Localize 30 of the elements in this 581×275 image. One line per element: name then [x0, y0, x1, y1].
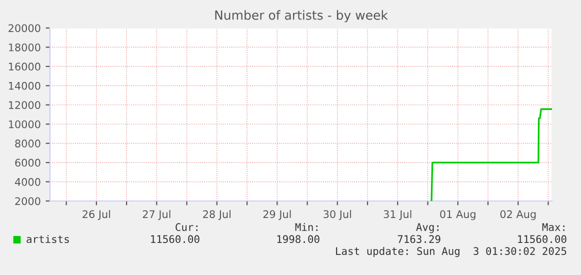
x-tick-label: 28 Jul — [203, 210, 231, 220]
y-tick-label: 8000 — [15, 140, 40, 148]
y-tick-label: 18000 — [8, 43, 40, 52]
y-tick-label: 2000 — [15, 197, 40, 206]
x-tick-label: 01 Aug — [440, 210, 476, 220]
legend-label: artists — [26, 234, 69, 244]
text: Min: — [295, 222, 318, 231]
x-tick-label: 26 Jul — [82, 210, 110, 220]
text: 7163.29 — [398, 235, 440, 244]
x-tick-label: 30 Jul — [324, 210, 351, 220]
line-series — [430, 108, 552, 201]
x-tick-label: 31 Jul — [384, 210, 412, 220]
text: Max: — [542, 223, 564, 232]
text: 11560.00 — [518, 235, 566, 244]
x-tick-label: 29 Jul — [263, 210, 291, 220]
text: Avg: — [416, 223, 438, 234]
y-tick-label: 16000 — [8, 62, 40, 71]
x-tick-label: 02 Aug — [500, 210, 536, 220]
text: Last update: Sun Aug 3 01:30:02 2025 — [336, 246, 566, 258]
text: 1998.00 — [277, 235, 320, 244]
chart-title: Number of artists - by week — [215, 10, 388, 22]
y-tick-label: 12000 — [8, 101, 40, 109]
y-tick-label: 14000 — [8, 82, 40, 90]
y-tick-label: 20000 — [8, 24, 40, 32]
y-tick-label: 10000 — [8, 120, 40, 128]
text: Cur: — [176, 223, 198, 232]
y-tick-label: 4000 — [14, 178, 40, 186]
x-tick-label: 27 Jul — [142, 210, 170, 220]
text: 11560.00 — [151, 235, 200, 244]
y-tick-label: 6000 — [15, 158, 40, 167]
